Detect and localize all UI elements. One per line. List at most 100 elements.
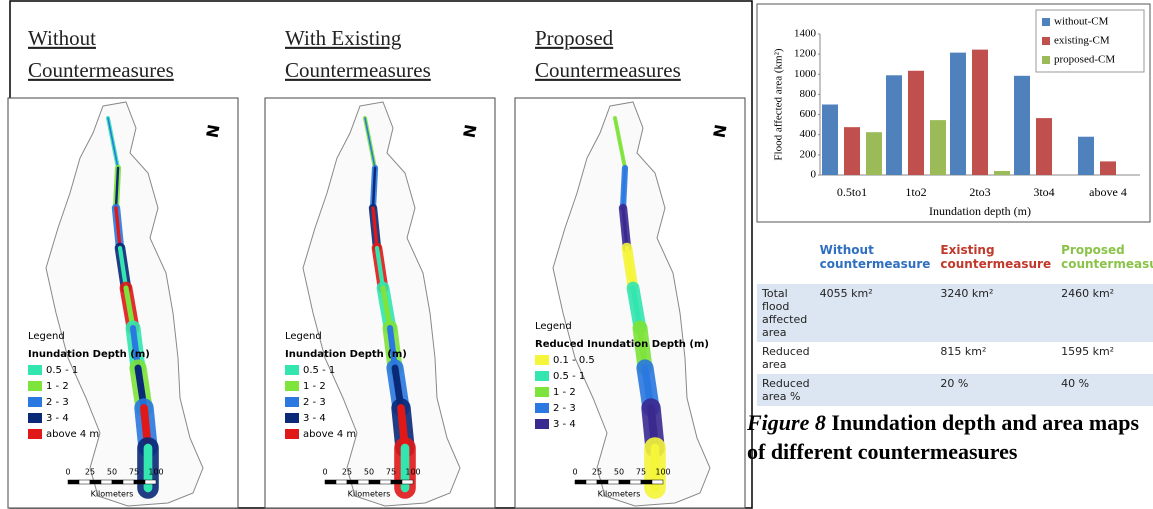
legend-label: 0.5 - 1 <box>303 365 335 376</box>
scale-label: 25 <box>85 468 95 477</box>
scale-bar <box>391 480 402 484</box>
page: WithoutCountermeasuresNLegendInundation … <box>0 0 1153 509</box>
table-cell: Reduced area % <box>757 374 815 406</box>
bar <box>866 132 882 175</box>
scale-bar <box>145 480 156 484</box>
legend-swatch <box>28 397 42 407</box>
legend-label: without-CM <box>1054 16 1109 28</box>
legend-label: 0.5 - 1 <box>553 371 585 382</box>
scale-bar <box>336 480 347 484</box>
scale-label: 50 <box>107 468 117 477</box>
scale-label: 25 <box>592 468 602 477</box>
x-tick-label: 0.5to1 <box>837 185 867 199</box>
legend-swatch <box>1042 37 1050 45</box>
table-cell: 20 % <box>935 374 1056 406</box>
legend-label: 2 - 3 <box>46 397 69 408</box>
bar <box>994 171 1010 175</box>
header-cell: Existing countermeasure <box>935 230 1056 284</box>
legend-swatch <box>28 365 42 375</box>
scale-bar <box>575 480 586 484</box>
table-cell: 1595 km² <box>1056 342 1153 374</box>
legend-label: 2 - 3 <box>303 397 326 408</box>
legend-swatch <box>28 413 42 423</box>
legend-swatch <box>535 419 549 429</box>
legend-swatch <box>535 371 549 381</box>
x-tick-label: 3to4 <box>1033 185 1054 199</box>
legend-swatch <box>28 429 42 439</box>
scale-bar <box>597 480 608 484</box>
y-tick-label: 600 <box>800 108 817 120</box>
bar <box>950 53 966 175</box>
bar <box>908 71 924 175</box>
caption-label: Figure 8 <box>747 410 826 435</box>
map-title: Countermeasures <box>28 58 174 82</box>
table-cell: 815 km² <box>935 342 1056 374</box>
y-tick-label: 800 <box>800 88 817 100</box>
header-cell <box>757 230 815 284</box>
scale-bar <box>123 480 134 484</box>
legend-swatch <box>1042 56 1050 64</box>
scale-bar <box>652 480 663 484</box>
bar <box>822 105 838 176</box>
bar <box>1014 76 1030 175</box>
y-axis-label: Flood affected area (km²) <box>773 48 785 160</box>
scale-label: 50 <box>614 468 624 477</box>
table-cell <box>815 342 936 374</box>
legend-swatch <box>285 365 299 375</box>
scale-label: 75 <box>129 468 139 477</box>
bar <box>1100 161 1116 175</box>
bar <box>1078 137 1094 175</box>
scale-bar <box>112 480 123 484</box>
y-tick-label: 0 <box>811 169 817 181</box>
scale-bar <box>369 480 380 484</box>
x-axis-label: Inundation depth (m) <box>929 204 1031 218</box>
table-cell: 2460 km² <box>1056 284 1153 342</box>
scale-bar <box>358 480 369 484</box>
legend-heading: Legend <box>285 331 322 342</box>
y-tick-label: 1400 <box>794 28 817 40</box>
legend-swatch <box>535 387 549 397</box>
scale-bar <box>402 480 413 484</box>
scale-label: 75 <box>386 468 396 477</box>
scale-bar <box>325 480 336 484</box>
legend-label: 2 - 3 <box>553 403 576 414</box>
table-cell: 4055 km² <box>815 284 936 342</box>
caption: Figure 8 Inundation depth and area maps … <box>747 408 1147 466</box>
scale-unit: Kilometers <box>91 490 134 499</box>
x-tick-label: above 4 <box>1089 185 1127 199</box>
scale-bar <box>608 480 619 484</box>
y-tick-label: 1200 <box>794 48 817 60</box>
map-title: Proposed <box>535 26 614 50</box>
header-cell: Without countermeasure <box>815 230 936 284</box>
legend-title: Reduced Inundation Depth (m) <box>535 339 709 350</box>
table-cell: 40 % <box>1056 374 1153 406</box>
legend-swatch <box>285 397 299 407</box>
bar <box>886 75 902 175</box>
legend-label: 0.1 - 0.5 <box>553 355 595 366</box>
scale-label: 50 <box>364 468 374 477</box>
map-panel: NLegendInundation Depth (m)0.5 - 11 - 22… <box>8 98 238 508</box>
header-row: Without countermeasureExisting counterme… <box>757 230 1153 284</box>
scale-bar <box>101 480 112 484</box>
table-cell: Reduced area <box>757 342 815 374</box>
legend-swatch <box>28 381 42 391</box>
legend-swatch <box>285 381 299 391</box>
y-tick-label: 400 <box>800 128 817 140</box>
scale-label: 100 <box>405 468 420 477</box>
summary-table: Without countermeasureExisting counterme… <box>757 230 1153 406</box>
scale-bar <box>586 480 597 484</box>
bar <box>972 50 988 175</box>
legend-label: 3 - 4 <box>46 413 69 424</box>
legend-heading: Legend <box>535 321 572 332</box>
map-title: Countermeasures <box>285 58 431 82</box>
scale-label: 0 <box>572 468 577 477</box>
bar <box>930 120 946 175</box>
map-title: Countermeasures <box>535 58 681 82</box>
y-tick-label: 200 <box>800 148 817 160</box>
legend-label: 1 - 2 <box>553 387 576 398</box>
legend-label: above 4 m <box>303 429 356 440</box>
x-tick-label: 2to3 <box>969 185 990 199</box>
legend-swatch <box>535 403 549 413</box>
